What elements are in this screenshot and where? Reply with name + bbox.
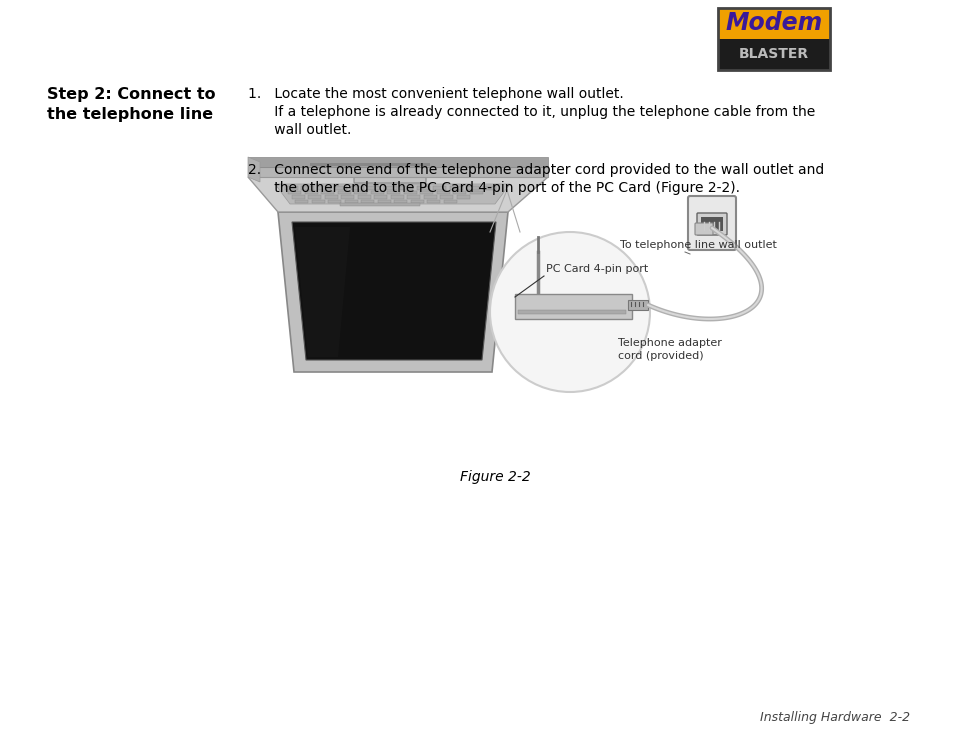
FancyBboxPatch shape [695,223,712,235]
Polygon shape [470,191,482,194]
Polygon shape [361,200,375,203]
Polygon shape [308,195,321,199]
Text: BLASTER: BLASTER [739,47,808,62]
Polygon shape [440,195,453,199]
Text: the other end to the PC Card 4-pin port of the PC Card (Figure 2-2).: the other end to the PC Card 4-pin port … [248,180,740,194]
Polygon shape [337,191,351,194]
Polygon shape [248,157,260,182]
Polygon shape [285,186,297,189]
Polygon shape [482,186,496,189]
Polygon shape [292,195,305,199]
Bar [718,8,829,39]
Polygon shape [295,200,308,203]
Polygon shape [355,191,367,194]
Polygon shape [288,191,301,194]
Text: Telephone adapter
cord (provided): Telephone adapter cord (provided) [618,338,721,361]
Polygon shape [443,200,456,203]
Text: wall outlet.: wall outlet. [248,123,351,137]
Text: Modem: Modem [724,11,821,36]
Bar [700,217,722,231]
Text: 2.   Connect one end of the telephone adapter cord provided to the wall outlet a: 2. Connect one end of the telephone adap… [248,162,823,177]
Polygon shape [321,191,335,194]
Text: PC Card 4-pin port: PC Card 4-pin port [545,264,648,274]
Polygon shape [294,227,350,357]
Polygon shape [248,167,547,177]
Polygon shape [407,195,420,199]
Polygon shape [375,195,387,199]
Polygon shape [351,186,364,189]
Polygon shape [357,195,371,199]
Polygon shape [416,186,430,189]
Polygon shape [436,191,450,194]
FancyBboxPatch shape [697,213,726,235]
Polygon shape [274,184,510,204]
Polygon shape [277,207,507,212]
Text: Step 2: Connect to: Step 2: Connect to [47,87,215,102]
Polygon shape [277,212,507,372]
Circle shape [490,232,649,392]
Text: To telephone line wall outlet: To telephone line wall outlet [619,240,776,250]
Polygon shape [371,191,384,194]
Polygon shape [317,186,331,189]
Polygon shape [367,186,380,189]
Polygon shape [515,294,631,319]
Polygon shape [395,200,407,203]
Bar [310,163,430,166]
Polygon shape [627,300,647,310]
Bar [718,8,829,70]
Polygon shape [384,186,396,189]
Polygon shape [387,191,400,194]
Polygon shape [248,157,547,167]
Polygon shape [423,195,436,199]
Polygon shape [466,186,479,189]
Polygon shape [411,200,423,203]
Polygon shape [403,191,416,194]
Bar [718,39,829,70]
Polygon shape [433,186,446,189]
Polygon shape [305,191,317,194]
Polygon shape [345,200,357,203]
Polygon shape [391,195,403,199]
FancyBboxPatch shape [354,169,426,183]
Polygon shape [427,200,440,203]
Bar [517,310,625,314]
FancyBboxPatch shape [687,196,735,250]
Text: the telephone line: the telephone line [47,107,213,122]
Polygon shape [312,200,325,203]
Polygon shape [453,191,466,194]
Polygon shape [420,191,433,194]
Polygon shape [341,195,355,199]
Polygon shape [325,195,337,199]
Text: If a telephone is already connected to it, unplug the telephone cable from the: If a telephone is already connected to i… [248,105,815,119]
Text: 1.   Locate the most convenient telephone wall outlet.: 1. Locate the most convenient telephone … [248,87,623,101]
Polygon shape [400,186,413,189]
Polygon shape [292,222,496,360]
Polygon shape [377,200,391,203]
Polygon shape [328,200,341,203]
Polygon shape [248,177,547,212]
Polygon shape [301,186,314,189]
Text: Installing Hardware  2-2: Installing Hardware 2-2 [760,711,909,724]
FancyBboxPatch shape [339,203,419,206]
Polygon shape [450,186,462,189]
Text: Figure 2-2: Figure 2-2 [459,470,530,484]
Polygon shape [456,195,470,199]
Polygon shape [335,186,347,189]
